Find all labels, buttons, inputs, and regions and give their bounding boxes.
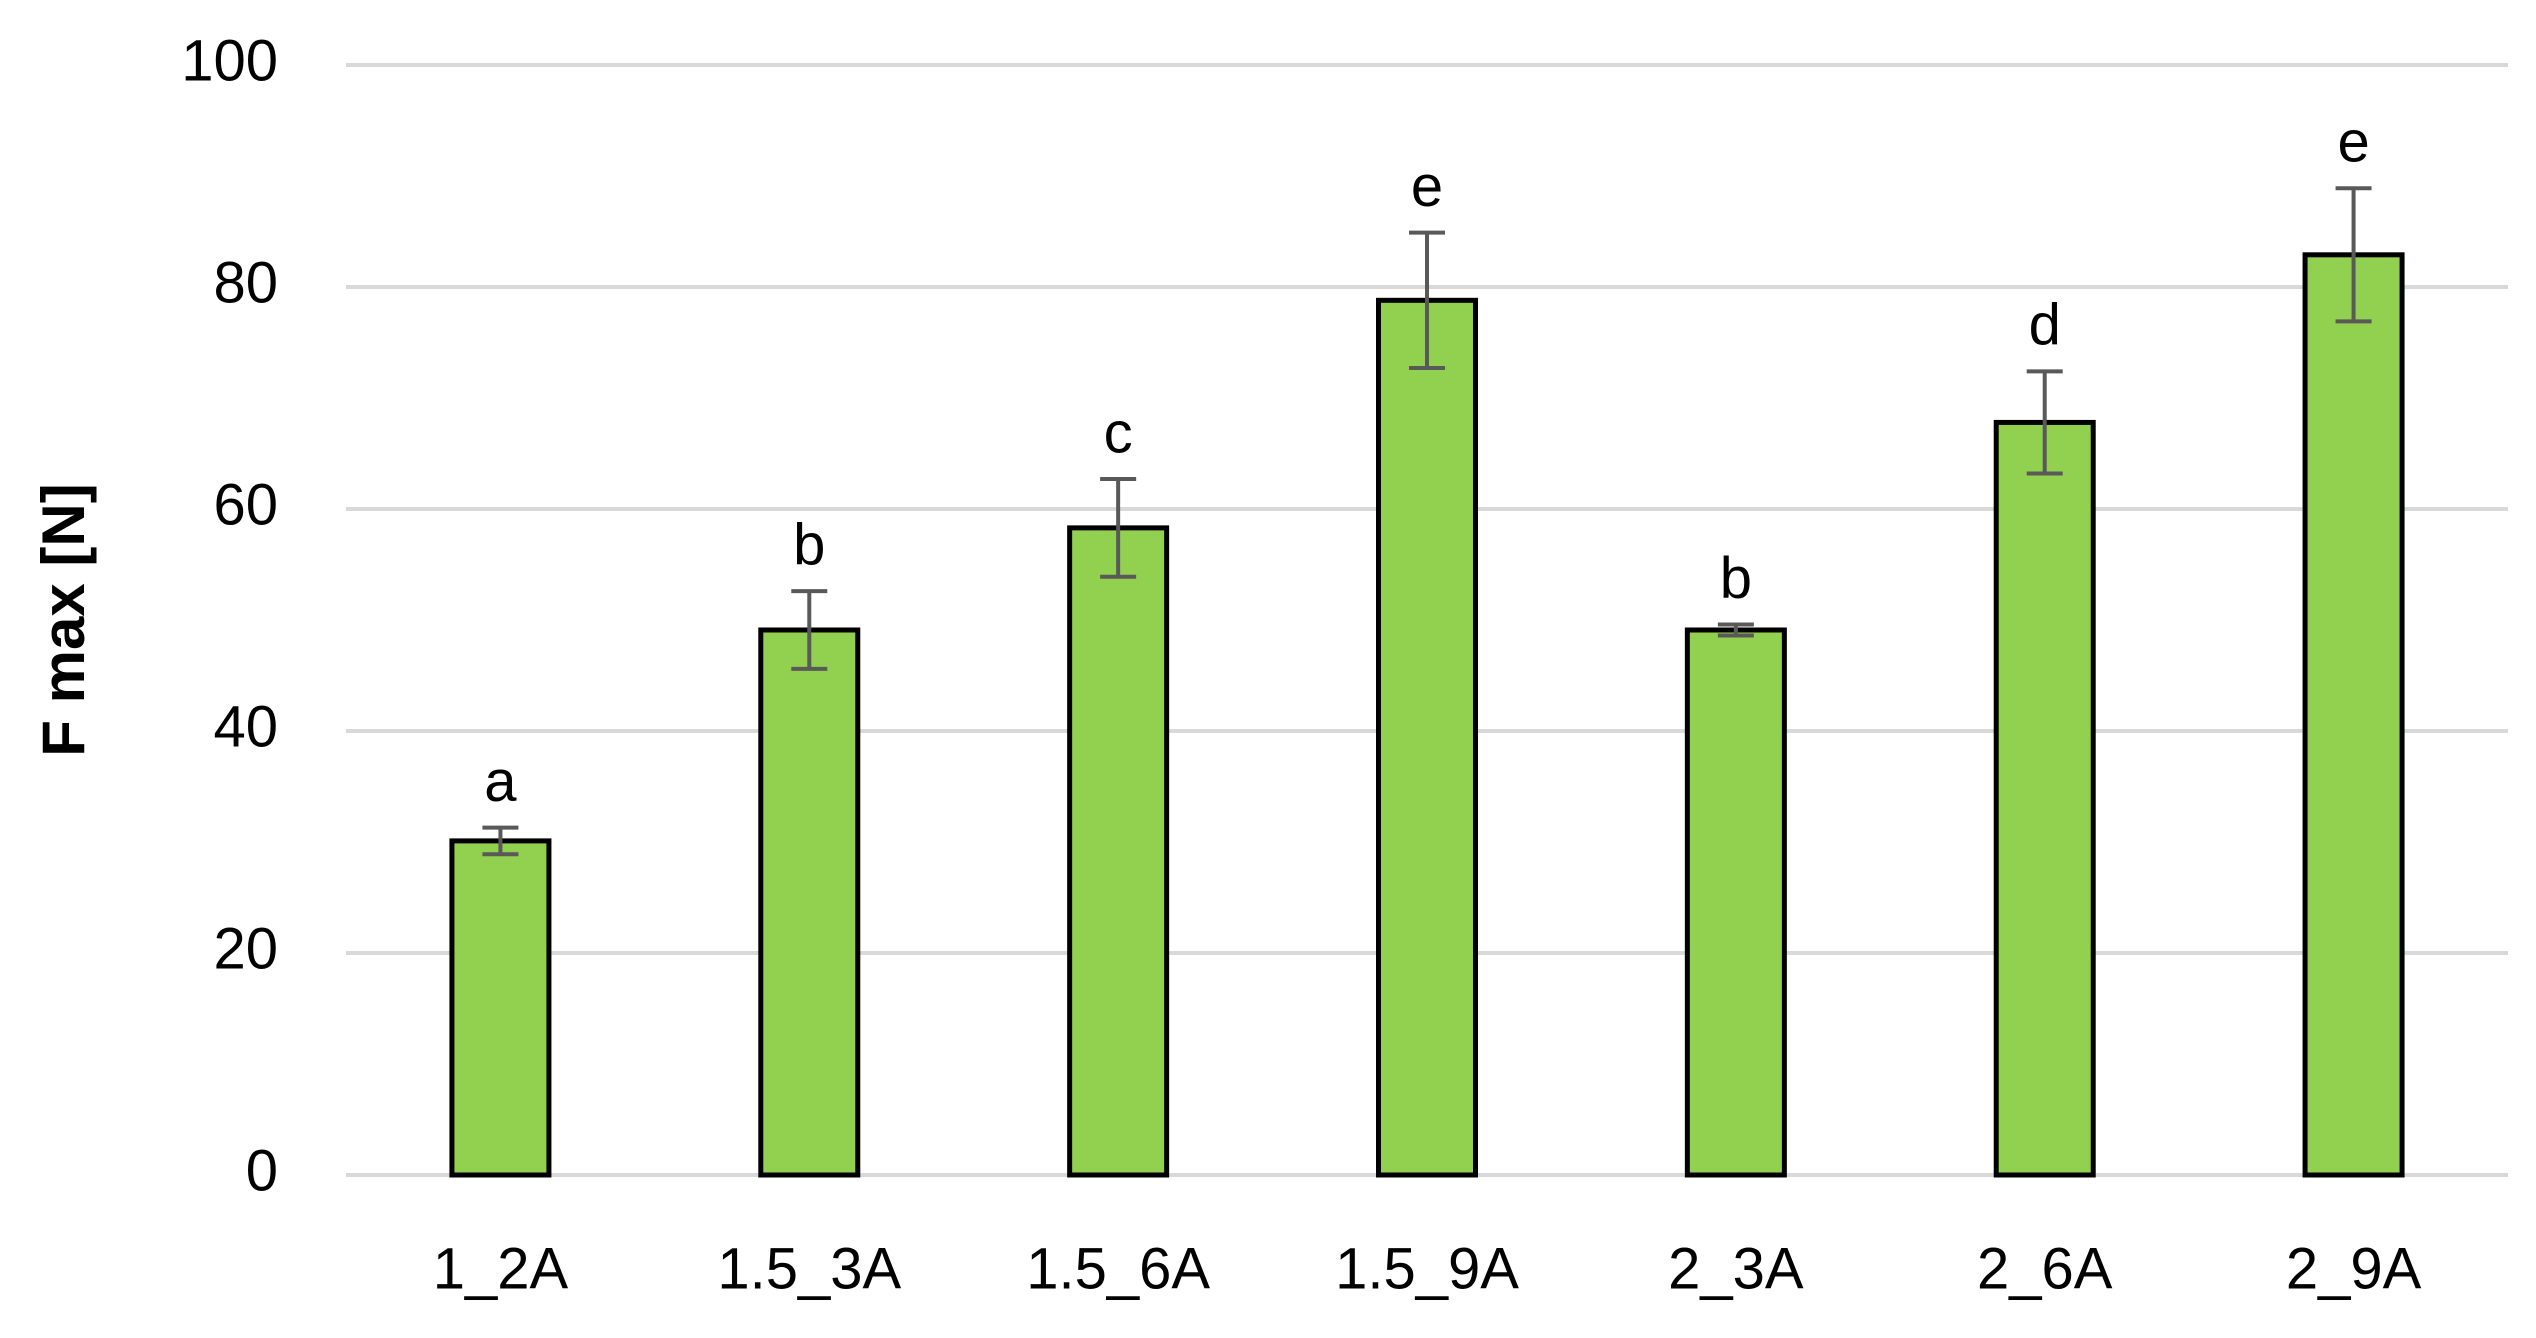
bar [758, 627, 861, 1178]
significance-label: b [793, 512, 825, 577]
y-tick-label: 0 [246, 1138, 278, 1203]
y-tick-label: 60 [213, 472, 278, 537]
x-tick-label: 1.5_9A [1335, 1236, 1519, 1301]
bar [2302, 252, 2405, 1178]
bar [449, 838, 552, 1178]
significance-label: d [2029, 293, 2061, 358]
error-bar [1100, 477, 1137, 579]
x-tick-label: 2_6A [1977, 1236, 2113, 1301]
error-bar [1717, 622, 1754, 638]
error-bar [482, 825, 519, 857]
significance-label: a [484, 749, 517, 814]
significance-label: e [1411, 154, 1443, 219]
x-tick-label: 1.5_6A [1026, 1236, 1210, 1301]
error-bar [1409, 230, 1445, 371]
y-tick-label: 100 [181, 28, 278, 93]
x-tick-label: 1_2A [433, 1236, 569, 1301]
bar [1067, 525, 1170, 1178]
bar [1993, 419, 2096, 1178]
x-tick-label: 2_9A [2286, 1236, 2422, 1301]
error-bar [791, 589, 828, 671]
y-tick-label: 80 [213, 250, 278, 315]
y-tick-label: 40 [213, 694, 278, 759]
bar [1376, 297, 1478, 1178]
y-tick-label: 20 [213, 916, 278, 981]
x-tick-label: 1.5_3A [717, 1236, 901, 1301]
error-bar [2026, 369, 2063, 476]
bar [1684, 627, 1787, 1178]
significance-label: c [1104, 400, 1133, 465]
y-axis-title: F max [N] [30, 483, 97, 756]
x-tick-label: 2_3A [1668, 1236, 1804, 1301]
error-bar [2335, 186, 2372, 324]
significance-label: b [1720, 546, 1752, 611]
significance-label: e [2337, 110, 2369, 175]
